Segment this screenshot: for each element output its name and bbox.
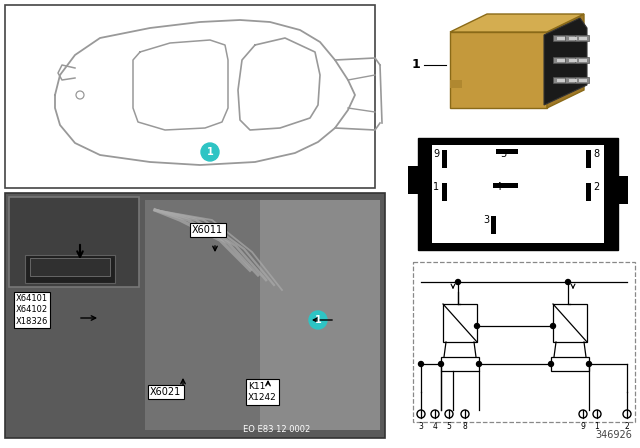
Bar [450, 80, 462, 88]
Bar [557, 37, 565, 40]
Text: 1: 1 [412, 59, 420, 72]
Text: 3: 3 [419, 422, 424, 431]
Polygon shape [544, 18, 587, 105]
Bar [418, 138, 618, 250]
Bar [586, 150, 591, 168]
Bar [442, 183, 447, 201]
Text: 5: 5 [447, 422, 451, 431]
Bar [557, 59, 565, 62]
Circle shape [438, 362, 444, 366]
Circle shape [477, 362, 481, 366]
Bar [5, 5, 375, 188]
Bar [614, 176, 628, 204]
Bar [569, 79, 577, 82]
Text: 4: 4 [433, 422, 437, 431]
Text: 1: 1 [433, 182, 439, 192]
Circle shape [456, 280, 461, 284]
Text: K11
X1242: K11 X1242 [248, 382, 276, 402]
Text: 5: 5 [500, 149, 506, 159]
Bar [553, 57, 567, 63]
Bar [565, 77, 579, 83]
Polygon shape [547, 14, 584, 108]
Bar [432, 145, 604, 243]
Bar [575, 77, 589, 83]
Bar [408, 166, 422, 194]
Bar [490, 216, 495, 234]
Circle shape [419, 362, 424, 366]
Bar [443, 304, 477, 342]
Circle shape [309, 311, 327, 329]
Bar [569, 59, 577, 62]
Bar [551, 357, 589, 371]
Text: 3: 3 [483, 215, 489, 225]
Bar [553, 35, 567, 41]
Circle shape [548, 362, 554, 366]
Bar [569, 37, 577, 40]
Text: 1: 1 [207, 147, 213, 157]
Bar [586, 183, 591, 201]
Text: 8: 8 [593, 149, 599, 159]
Text: 1: 1 [315, 315, 321, 325]
Bar [145, 200, 380, 430]
Text: 8: 8 [463, 422, 467, 431]
Circle shape [586, 362, 591, 366]
Polygon shape [450, 32, 547, 108]
Text: 2: 2 [625, 422, 629, 431]
Circle shape [550, 323, 556, 328]
Bar [553, 77, 567, 83]
Bar [442, 150, 447, 168]
Circle shape [201, 143, 219, 161]
Bar [30, 258, 110, 276]
Circle shape [474, 323, 479, 328]
Bar [9, 197, 139, 287]
Bar [493, 184, 518, 189]
Text: 4: 4 [496, 182, 502, 192]
Bar [579, 37, 587, 40]
Bar [553, 304, 587, 342]
Bar [565, 35, 579, 41]
Text: 9: 9 [433, 149, 439, 159]
Text: X6011: X6011 [192, 225, 223, 235]
Bar [575, 57, 589, 63]
Text: 1: 1 [595, 422, 600, 431]
Text: X6021: X6021 [150, 387, 181, 397]
Bar [260, 200, 380, 430]
Bar [565, 57, 579, 63]
Text: 2: 2 [593, 182, 599, 192]
Bar [579, 79, 587, 82]
Bar [413, 262, 635, 422]
Bar [25, 255, 115, 283]
Text: 9: 9 [580, 422, 586, 431]
Text: X64101
X64102
X18326: X64101 X64102 X18326 [16, 294, 49, 326]
Bar [441, 357, 479, 371]
Polygon shape [450, 14, 584, 32]
Bar [5, 193, 385, 438]
Text: EO E83 12 0002: EO E83 12 0002 [243, 426, 310, 435]
Text: 346926: 346926 [595, 430, 632, 440]
Bar [579, 59, 587, 62]
Circle shape [566, 280, 570, 284]
Bar [496, 150, 518, 155]
Bar [557, 79, 565, 82]
Bar [575, 35, 589, 41]
